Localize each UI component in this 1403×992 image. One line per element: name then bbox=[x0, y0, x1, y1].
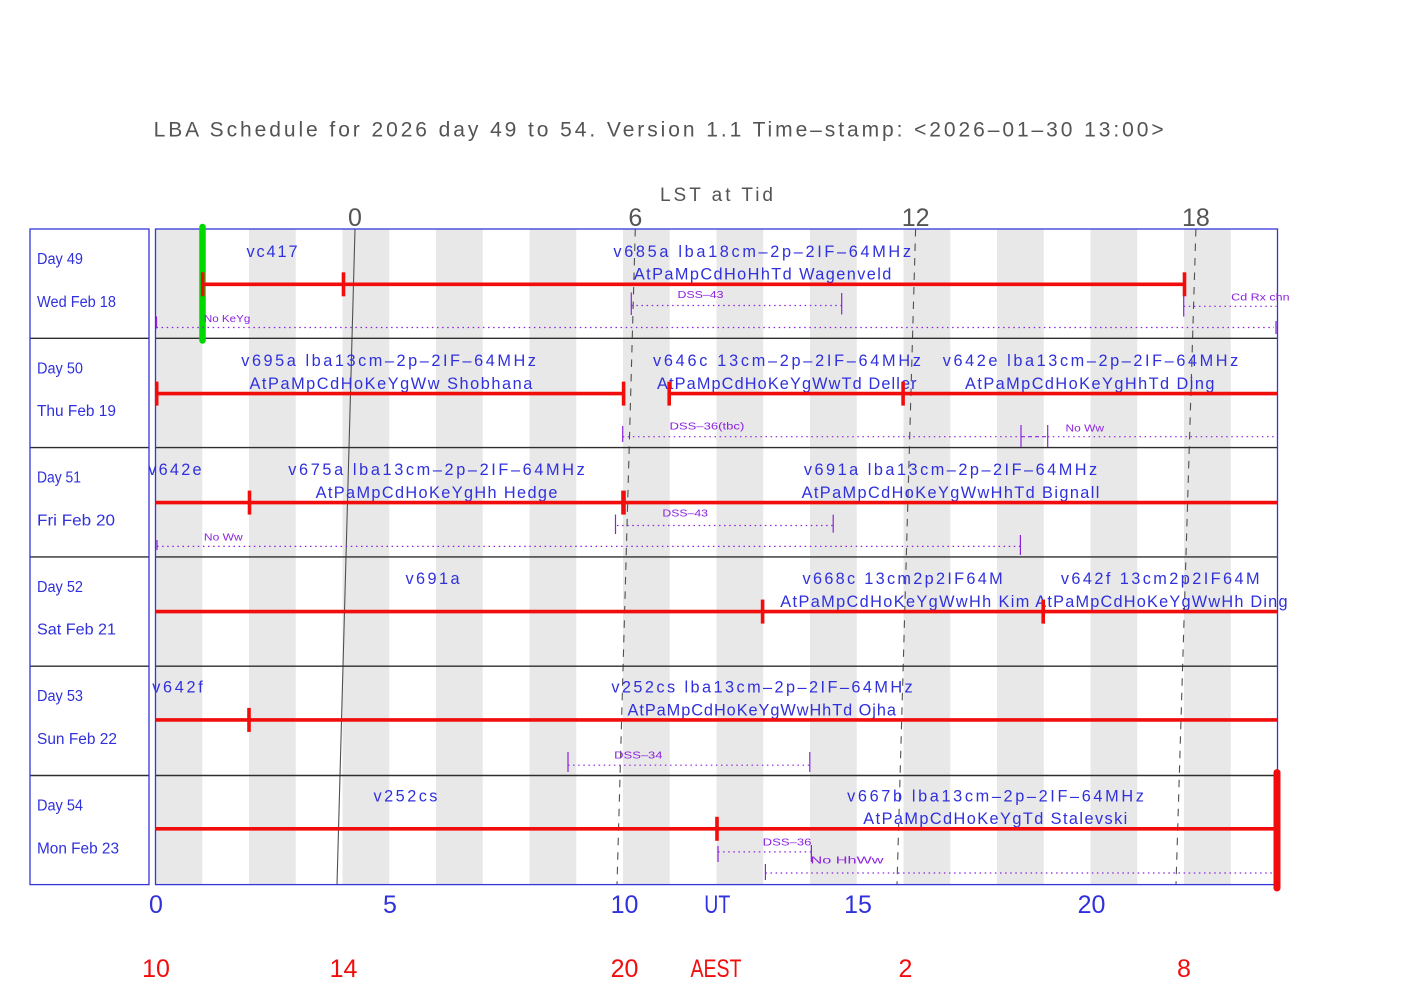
svg-text:v642e: v642e bbox=[148, 461, 201, 479]
svg-text:Day 49: Day 49 bbox=[37, 251, 83, 268]
svg-text:AtPaMpCdHoKeYgWw Shobhana: AtPaMpCdHoKeYgWw Shobhana bbox=[250, 375, 534, 393]
svg-text:LBA Schedule for 2026 day 49 t: LBA Schedule for 2026 day 49 to 54. Vers… bbox=[154, 119, 1164, 142]
svg-text:v667b lba13cm–2p–2IF–64MHz: v667b lba13cm–2p–2IF–64MHz bbox=[847, 787, 1144, 805]
svg-text:Day 53: Day 53 bbox=[37, 688, 83, 705]
svg-text:v642f 13cm2p2IF64M: v642f 13cm2p2IF64M bbox=[1061, 570, 1260, 588]
svg-text:0: 0 bbox=[348, 204, 362, 232]
svg-text:Fri Feb 20: Fri Feb 20 bbox=[37, 512, 115, 529]
svg-text:AtPaMpCdHoHhTd Wagenveld: AtPaMpCdHoHhTd Wagenveld bbox=[634, 266, 892, 284]
svg-text:v675a lba13cm–2p–2IF–64MHz: v675a lba13cm–2p–2IF–64MHz bbox=[288, 461, 585, 479]
svg-text:v691a lba13cm–2p–2IF–64MHz: v691a lba13cm–2p–2IF–64MHz bbox=[804, 461, 1097, 479]
svg-text:v642e lba13cm–2p–2IF–64MHz: v642e lba13cm–2p–2IF–64MHz bbox=[943, 352, 1239, 370]
svg-text:AtPaMpCdHoKeYgWwHhTd Ojha: AtPaMpCdHoKeYgWwHhTd Ojha bbox=[628, 701, 897, 719]
svg-text:UT: UT bbox=[704, 891, 730, 919]
svg-text:Wed Feb 18: Wed Feb 18 bbox=[37, 294, 116, 311]
svg-text:20: 20 bbox=[1078, 891, 1106, 919]
svg-text:AEST: AEST bbox=[691, 955, 742, 983]
svg-text:AtPaMpCdHoKeYgWwTd Deller: AtPaMpCdHoKeYgWwTd Deller bbox=[657, 375, 917, 393]
svg-text:No HhWw: No HhWw bbox=[811, 856, 885, 867]
svg-text:No Ww: No Ww bbox=[1066, 423, 1105, 434]
svg-text:AtPaMpCdHoKeYgHh Hedge: AtPaMpCdHoKeYgHh Hedge bbox=[316, 484, 558, 502]
svg-text:AtPaMpCdHoKeYgWwHh Ding: AtPaMpCdHoKeYgWwHh Ding bbox=[1035, 593, 1287, 611]
svg-text:v691a: v691a bbox=[406, 570, 461, 588]
svg-text:Day 50: Day 50 bbox=[37, 360, 83, 377]
svg-text:12: 12 bbox=[902, 204, 930, 232]
svg-text:6: 6 bbox=[628, 204, 642, 232]
svg-text:2: 2 bbox=[899, 955, 913, 983]
svg-text:DSS–43: DSS–43 bbox=[662, 508, 708, 519]
svg-text:Day 52: Day 52 bbox=[37, 579, 83, 596]
svg-text:15: 15 bbox=[844, 891, 872, 919]
svg-text:Day 51: Day 51 bbox=[37, 470, 81, 487]
svg-text:vc417: vc417 bbox=[247, 243, 298, 261]
svg-text:Cd Rx chn: Cd Rx chn bbox=[1231, 293, 1289, 304]
svg-text:20: 20 bbox=[611, 955, 639, 983]
svg-text:10: 10 bbox=[611, 891, 639, 919]
svg-text:No Ww: No Ww bbox=[204, 533, 244, 544]
svg-text:v695a lba13cm–2p–2IF–64MHz: v695a lba13cm–2p–2IF–64MHz bbox=[241, 352, 536, 370]
svg-text:0: 0 bbox=[149, 891, 163, 919]
svg-text:AtPaMpCdHoKeYgTd Stalevski: AtPaMpCdHoKeYgTd Stalevski bbox=[863, 810, 1127, 828]
svg-text:LST at Tid: LST at Tid bbox=[660, 185, 773, 206]
svg-text:10: 10 bbox=[142, 955, 170, 983]
svg-text:Mon Feb 23: Mon Feb 23 bbox=[37, 840, 119, 857]
svg-text:DSS–36(tbc): DSS–36(tbc) bbox=[670, 422, 745, 433]
svg-text:8: 8 bbox=[1177, 955, 1191, 983]
svg-text:v646c 13cm–2p–2IF–64MHz: v646c 13cm–2p–2IF–64MHz bbox=[653, 352, 921, 370]
svg-text:v642f: v642f bbox=[152, 678, 203, 696]
svg-text:5: 5 bbox=[383, 891, 397, 919]
svg-text:v685a lba18cm–2p–2IF–64MHz: v685a lba18cm–2p–2IF–64MHz bbox=[613, 243, 911, 261]
svg-text:AtPaMpCdHoKeYgWwHhTd Bignall: AtPaMpCdHoKeYgWwHhTd Bignall bbox=[802, 484, 1100, 502]
svg-text:Thu Feb 19: Thu Feb 19 bbox=[37, 403, 116, 420]
svg-text:DSS–36: DSS–36 bbox=[763, 837, 812, 848]
svg-text:No KeYg: No KeYg bbox=[204, 314, 250, 325]
svg-text:DSS–43: DSS–43 bbox=[678, 290, 725, 301]
svg-text:Sun Feb 22: Sun Feb 22 bbox=[37, 731, 117, 748]
svg-text:DSS–34: DSS–34 bbox=[614, 751, 663, 762]
svg-text:AtPaMpCdHoKeYgHhTd Ding: AtPaMpCdHoKeYgHhTd Ding bbox=[965, 375, 1214, 393]
svg-text:14: 14 bbox=[330, 955, 358, 983]
svg-text:Day 54: Day 54 bbox=[37, 798, 83, 815]
svg-text:Sat Feb 21: Sat Feb 21 bbox=[37, 622, 116, 639]
svg-text:v668c 13cm2p2IF64M: v668c 13cm2p2IF64M bbox=[803, 570, 1003, 588]
svg-text:18: 18 bbox=[1182, 204, 1210, 232]
